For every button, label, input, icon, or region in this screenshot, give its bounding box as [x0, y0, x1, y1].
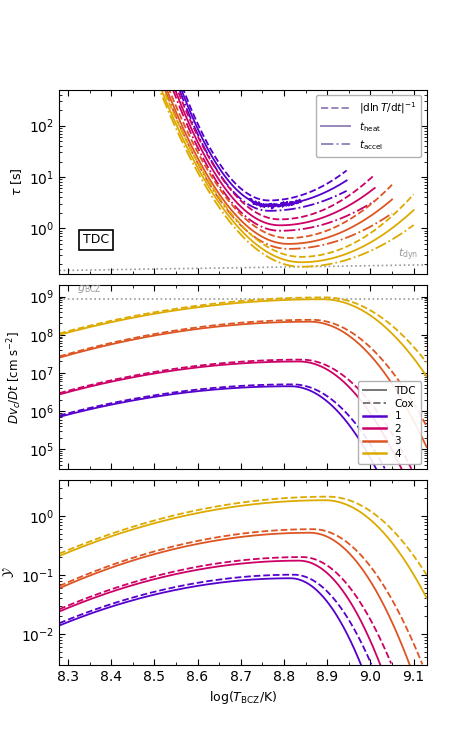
Text: $t_{\mathrm{dyn}}$: $t_{\mathrm{dyn}}$ [398, 247, 418, 263]
Text: $g_{\mathrm{BCZ}}$: $g_{\mathrm{BCZ}}$ [76, 283, 101, 295]
Y-axis label: $\mathcal{Y}$: $\mathcal{Y}$ [0, 567, 16, 578]
Y-axis label: $\tau$ [s]: $\tau$ [s] [9, 167, 24, 196]
Text: TDC: TDC [83, 233, 109, 247]
Legend: TDC, Cox, 1, 2, 3, 4: TDC, Cox, 1, 2, 3, 4 [358, 381, 421, 464]
X-axis label: $\log(T_{\mathrm{BCZ}}/\mathrm{K})$: $\log(T_{\mathrm{BCZ}}/\mathrm{K})$ [209, 689, 277, 706]
Y-axis label: $Dv_c/Dt$ [cm s$^{-2}$]: $Dv_c/Dt$ [cm s$^{-2}$] [5, 331, 24, 424]
Legend: $|\mathrm{d}\ln T/\mathrm{d}t|^{-1}$, $t_{\mathrm{heat}}$, $t_{\mathrm{accel}}$: $|\mathrm{d}\ln T/\mathrm{d}t|^{-1}$, $t… [316, 95, 421, 157]
